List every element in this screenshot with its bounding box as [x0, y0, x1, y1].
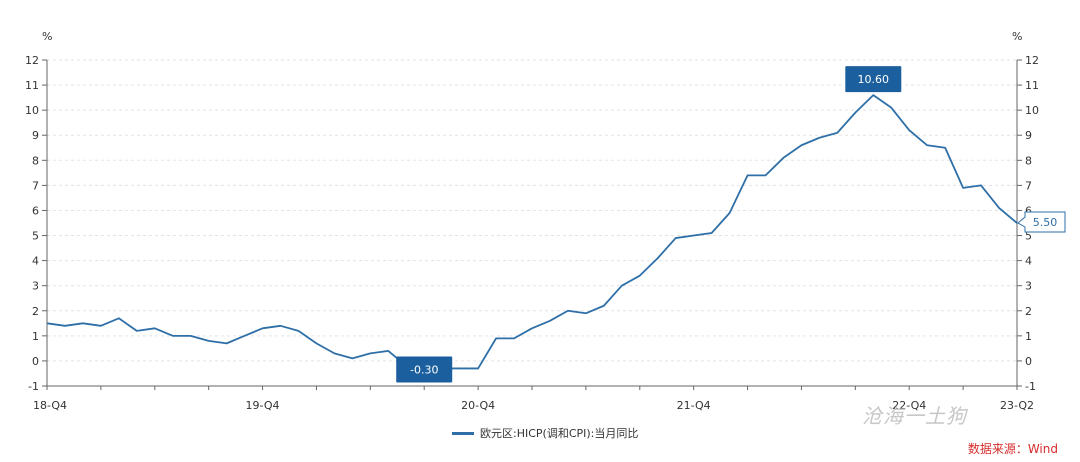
y-tick-label: 11 — [1025, 79, 1039, 92]
x-tick-label: 19-Q4 — [246, 399, 280, 412]
y-tick-label: 0 — [1025, 355, 1032, 368]
y-tick-label: 2 — [1025, 305, 1032, 318]
y-tick-label: 6 — [32, 204, 39, 217]
legend-label: 欧元区:HICP(调和CPI):当月同比 — [480, 427, 639, 440]
series-layer — [46, 94, 1018, 370]
y-tick-label: 0 — [32, 355, 39, 368]
legend: 欧元区:HICP(调和CPI):当月同比 — [452, 425, 638, 441]
y-tick-label: 4 — [32, 255, 39, 268]
source-note: 数据来源：Wind — [967, 442, 1058, 456]
y-tick-label: 8 — [1025, 154, 1032, 167]
x-tick-label: 23-Q2 — [1000, 399, 1034, 412]
y-tick-label: 4 — [1025, 255, 1032, 268]
y-tick-label: 9 — [1025, 129, 1032, 142]
annotation-box — [1017, 211, 1066, 233]
y-tick-label: 5 — [32, 230, 39, 243]
annotation-box — [396, 356, 453, 383]
x-tick-label: 22-Q4 — [892, 399, 926, 412]
x-tick-label: 18-Q4 — [33, 399, 67, 412]
annotation-box — [845, 66, 902, 93]
y-tick-label: 12 — [25, 54, 39, 67]
x-axis-ticks: 18-Q4 19-Q4 20-Q4 21-Q4 22-Q4 23-Q2 — [33, 386, 1034, 412]
y-tick-label: 3 — [32, 280, 39, 293]
annotation-layer: -0.30 10.60 5.50 — [396, 66, 1066, 383]
x-tick-label: 20-Q4 — [461, 399, 495, 412]
y-tick-label: -1 — [28, 380, 39, 393]
x-tick-label: 21-Q4 — [677, 399, 711, 412]
y-tick-label: 7 — [1025, 179, 1032, 192]
y-tick-label: 1 — [32, 330, 39, 343]
y-axis-right-unit: % — [1012, 30, 1022, 43]
y-tick-label: 5 — [1025, 230, 1032, 243]
grid-lines — [47, 59, 1017, 362]
annotation-label: -0.30 — [410, 363, 438, 376]
y-tick-label: 8 — [32, 154, 39, 167]
series-line — [46, 94, 1018, 370]
y-axis-left-unit: % — [42, 30, 52, 43]
y-tick-label: 12 — [1025, 54, 1039, 67]
y-tick-label: 6 — [1025, 204, 1032, 217]
y-tick-label: 10 — [25, 104, 39, 117]
y-tick-label: 3 — [1025, 280, 1032, 293]
y-tick-label: 2 — [32, 305, 39, 318]
y-tick-label: 9 — [32, 129, 39, 142]
annotation-label: 5.50 — [1033, 216, 1058, 229]
y-tick-label: 10 — [1025, 104, 1039, 117]
y-tick-label: 11 — [25, 79, 39, 92]
watermark: 沧海一土狗 — [862, 404, 967, 428]
y-tick-label: -1 — [1025, 380, 1036, 393]
annotation-label: 10.60 — [858, 73, 890, 86]
legend-swatch — [452, 431, 474, 435]
y-tick-label: 1 — [1025, 330, 1032, 343]
y-tick-label: 7 — [32, 179, 39, 192]
